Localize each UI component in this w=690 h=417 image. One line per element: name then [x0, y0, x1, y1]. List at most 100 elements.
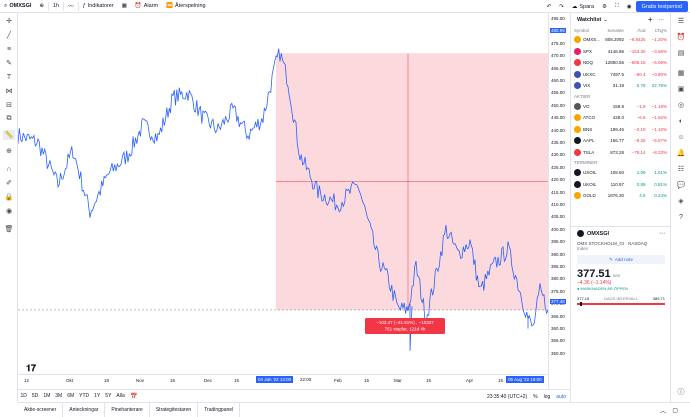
watchlist-row[interactable]: AAPL 156.77 −9.25 −5.57%	[571, 135, 670, 147]
replay-button[interactable]: ⏪ Återspelning	[162, 0, 209, 13]
magnet-tool[interactable]: ∩	[3, 164, 15, 174]
shapes-tool[interactable]: ⧉	[3, 114, 15, 124]
ideas-icon[interactable]: ◎	[677, 102, 685, 109]
range-5d[interactable]: 5D	[31, 393, 39, 399]
percent-toggle[interactable]: %	[533, 393, 538, 400]
column-header[interactable]: Symbol	[574, 27, 590, 33]
range-1d[interactable]: 1D	[20, 393, 27, 399]
data-window-icon[interactable]: ▤	[677, 50, 685, 57]
more-icon[interactable]: ⋯	[658, 16, 665, 23]
chat-icon[interactable]: ☺	[677, 133, 685, 141]
alarm-clock-icon: ⏰	[134, 3, 142, 9]
range-6m[interactable]: 6M	[67, 393, 75, 399]
hide-tool[interactable]: ◉	[3, 206, 15, 216]
watchlist-row[interactable]: NDQ 12850.56 −685.15 −5.06%	[571, 57, 670, 69]
undo-button[interactable]: ↶	[543, 0, 556, 13]
calendar-icon[interactable]: 📅	[130, 393, 138, 400]
row-symbol: VIX	[583, 83, 591, 89]
watchlist-row[interactable]: USOIL 108.60 1.09 1.01%	[571, 167, 670, 179]
maximize-icon[interactable]: ▢	[672, 407, 678, 414]
compare-button[interactable]: ⊕	[35, 0, 48, 13]
delete-tool[interactable]: 🗑	[3, 224, 15, 234]
chart-type-button[interactable]: 〰	[64, 0, 78, 13]
watchlist-row[interactable]: VO 159.8 −1.9 −1.18%	[571, 101, 670, 113]
watchlist-row[interactable]: OMXS... 808.2092 −9.8425 −1.20%	[571, 34, 670, 46]
alarm-button[interactable]: ⏰ Alarm	[131, 0, 162, 13]
add-note-button[interactable]: ✎ Add note	[577, 255, 665, 264]
chat-bubble-icon[interactable]: 💬	[676, 182, 686, 189]
row-last: 7497.5	[610, 71, 625, 77]
more-icon[interactable]: ⋯	[659, 231, 665, 237]
clock[interactable]: 23:35:40 (UTC+2)	[486, 393, 528, 400]
zoom-tool[interactable]: ⊕	[3, 146, 15, 156]
watchlist-row[interactable]: VIX 31.19 5.78 22.75%	[571, 80, 670, 92]
column-header[interactable]: Senaste	[607, 27, 624, 33]
chevron-down-icon[interactable]: ⌄	[603, 16, 608, 23]
layout-button[interactable]: ▦	[118, 0, 131, 13]
price-chart[interactable]: −103.47 (−21.51%) , −10347 751 staplar, …	[18, 13, 548, 389]
watchlist-row[interactable]: GOLD 1876.30 4.5 0.24%	[571, 190, 670, 202]
tab-0[interactable]: Aktie-screener	[18, 402, 64, 417]
column-header[interactable]: Änd	[637, 27, 646, 33]
interval-button[interactable]: 1h	[49, 0, 63, 13]
lock-drawing-tool[interactable]: ✐	[3, 178, 15, 188]
log-toggle[interactable]: log	[543, 393, 551, 400]
pattern-tool[interactable]: ⋈	[3, 86, 15, 96]
add-symbol-icon[interactable]: +	[647, 15, 653, 24]
collapse-icon[interactable]: ︿	[659, 408, 666, 415]
range-5y[interactable]: 5Y	[105, 393, 112, 399]
watchlist-indices: OMXS... 808.2092 −9.8425 −1.20% SPX 4146.86 −1…	[571, 34, 670, 92]
watchlist-row[interactable]: BNS 189.45 −2.10 −1.10%	[571, 124, 670, 136]
alert-clock-icon[interactable]: ⏰	[676, 34, 686, 41]
text-tool[interactable]: T	[3, 72, 15, 82]
trendline-tool[interactable]: ╱	[3, 30, 15, 40]
column-header[interactable]: Chg%	[654, 27, 667, 33]
snapshot-button[interactable]: ◉	[623, 0, 636, 13]
tab-4[interactable]: Tradingpanel	[198, 402, 241, 417]
crosshair-tool[interactable]: ✛	[3, 16, 15, 26]
time-axis[interactable]: 12 Okt 18 Nov 16 Dec 15 Feb 15 Mar 15 Apr 15 04 Jan '…	[18, 374, 548, 388]
range-alla[interactable]: Alla	[116, 393, 125, 399]
notifications-icon[interactable]: 🔔	[676, 150, 686, 157]
watchlist-icon[interactable]: ☰	[677, 18, 685, 25]
indicators-button[interactable]: ƒ Indikatorer	[79, 0, 118, 13]
tab-1[interactable]: Anteckningar	[63, 402, 106, 417]
help-icon[interactable]: ?	[679, 213, 683, 221]
prediction-tool[interactable]: ⊟	[3, 100, 15, 110]
fib-tool[interactable]: ≡	[3, 44, 15, 54]
range-3m[interactable]: 3M	[55, 393, 63, 399]
shapes-icon: ⧉	[6, 115, 12, 122]
fullscreen-button[interactable]: ⛶	[611, 0, 623, 13]
watchlist-row[interactable]: ATCO 428.0 −6.6 −1.52%	[571, 112, 670, 124]
range-1y[interactable]: 1Y	[94, 393, 101, 399]
watchlist-row[interactable]: UKOIL 110.97 0.89 0.81%	[571, 179, 670, 191]
section-futures[interactable]: TERMINER	[574, 160, 598, 165]
watchlist-header[interactable]: Watchlist ⌄ + ⋯	[571, 13, 670, 26]
range-ytd[interactable]: YTD	[79, 393, 90, 399]
settings-button[interactable]: ⚙	[598, 0, 611, 13]
price-axis[interactable]: 495.00 480.99 475.00 470.00 465.00 460.00 455.…	[548, 13, 570, 389]
redo-button[interactable]: ↷	[555, 0, 568, 13]
watchlist-row[interactable]: UKXC 7497.5 −60.4 −0.80%	[571, 69, 670, 81]
watchlist-title[interactable]: Watchlist	[577, 16, 602, 23]
hotlist-icon[interactable]: ☷	[677, 166, 685, 173]
details-symbol[interactable]: OMXSGI	[587, 230, 610, 237]
auto-toggle[interactable]: auto	[556, 393, 566, 400]
symbol-search[interactable]: ⌕ OMXSGI	[0, 0, 35, 13]
watchlist-row[interactable]: SPX 4146.86 −153.30 −3.56%	[571, 46, 670, 58]
tab-3[interactable]: Strategitestaren	[150, 402, 199, 417]
lock-tool[interactable]: 🔒	[3, 192, 15, 202]
news-icon[interactable]: ▦	[677, 70, 685, 77]
watchlist-row[interactable]: TSLA 873.28 −79.14 −8.33%	[571, 147, 670, 159]
tab-2[interactable]: Pinehanterare	[105, 402, 150, 417]
ruler-tool[interactable]: 📏	[3, 130, 15, 140]
layers-icon[interactable]: ◈	[678, 198, 684, 205]
save-button[interactable]: ☁ Spara	[568, 0, 598, 13]
range-1m[interactable]: 1M	[43, 393, 51, 399]
streams-icon[interactable]: ◐	[678, 117, 684, 125]
calendar-icon[interactable]: ▣	[677, 86, 685, 93]
free-trial-button[interactable]: Gratis testperiod	[635, 1, 688, 12]
section-stocks[interactable]: AKTIER	[574, 93, 591, 99]
brush-tool[interactable]: ✎	[3, 58, 15, 68]
help-circle-icon[interactable]: ⓘ	[677, 389, 685, 396]
